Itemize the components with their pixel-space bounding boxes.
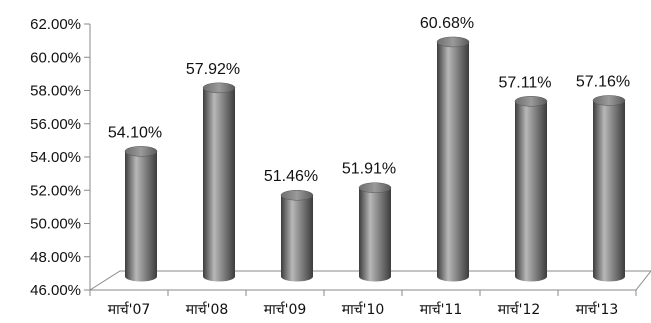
- bar-body: [203, 87, 235, 282]
- bar: [124, 146, 158, 282]
- bar: [514, 96, 548, 282]
- x-axis-labels: मार्च'07 मार्च'08 मार्च'09 मार्च'10 मार्च'11…: [89, 290, 637, 318]
- data-label: 57.92%: [186, 61, 240, 78]
- bar: [592, 95, 626, 282]
- x-tick-label: मार्च'08: [186, 301, 229, 318]
- bar-top: [358, 182, 392, 193]
- bar-top: [124, 146, 158, 157]
- x-tick-label: मार्च'07: [108, 301, 151, 318]
- data-label: 51.46%: [264, 168, 318, 185]
- data-label: 54.10%: [108, 124, 162, 141]
- bar: [358, 182, 392, 282]
- x-tick-label: मार्च'13: [576, 301, 619, 318]
- y-tick-label: 60.00%: [30, 49, 81, 66]
- bar-top: [514, 96, 548, 107]
- bar-body: [281, 195, 313, 282]
- bar: [436, 36, 470, 282]
- bar-top: [436, 36, 470, 48]
- y-tick-label: 50.00%: [30, 216, 81, 233]
- y-tick-label: 56.00%: [30, 116, 81, 133]
- y-tick-label: 48.00%: [30, 249, 81, 266]
- x-tick-label: मार्च'11: [420, 301, 463, 318]
- data-label: 57.11%: [498, 74, 551, 91]
- bar-body: [515, 101, 547, 282]
- bar: [280, 189, 314, 282]
- data-label: 57.16%: [576, 73, 630, 90]
- y-tick-label: 62.00%: [30, 16, 81, 33]
- y-axis-ticks: 46.00% 48.00% 50.00% 52.00% 54.00% 56.00% 58.0…: [30, 16, 90, 299]
- bar-top: [202, 82, 236, 94]
- y-tick-label: 54.00%: [30, 149, 81, 166]
- bar-body: [437, 41, 469, 282]
- x-tick-label: मार्च'09: [264, 301, 307, 318]
- data-label: 51.91%: [342, 161, 396, 178]
- bar-top: [592, 95, 626, 106]
- x-tick-label: मार्च'12: [498, 301, 541, 318]
- y-tick-label: 58.00%: [30, 83, 81, 100]
- x-tick-label: मार्च'10: [342, 301, 385, 318]
- bar: [202, 82, 236, 282]
- bar-body: [593, 100, 625, 282]
- bar-body: [359, 187, 391, 282]
- bar-top: [280, 189, 314, 201]
- y-tick-label: 52.00%: [30, 182, 81, 199]
- bar-body: [125, 151, 157, 282]
- data-label: 60.68%: [420, 15, 474, 32]
- bars: 54.10% 57.92% 51.46% 51.91% 60.68% 57.11% 57.1…: [108, 15, 630, 282]
- y-tick-label: 46.00%: [30, 282, 81, 299]
